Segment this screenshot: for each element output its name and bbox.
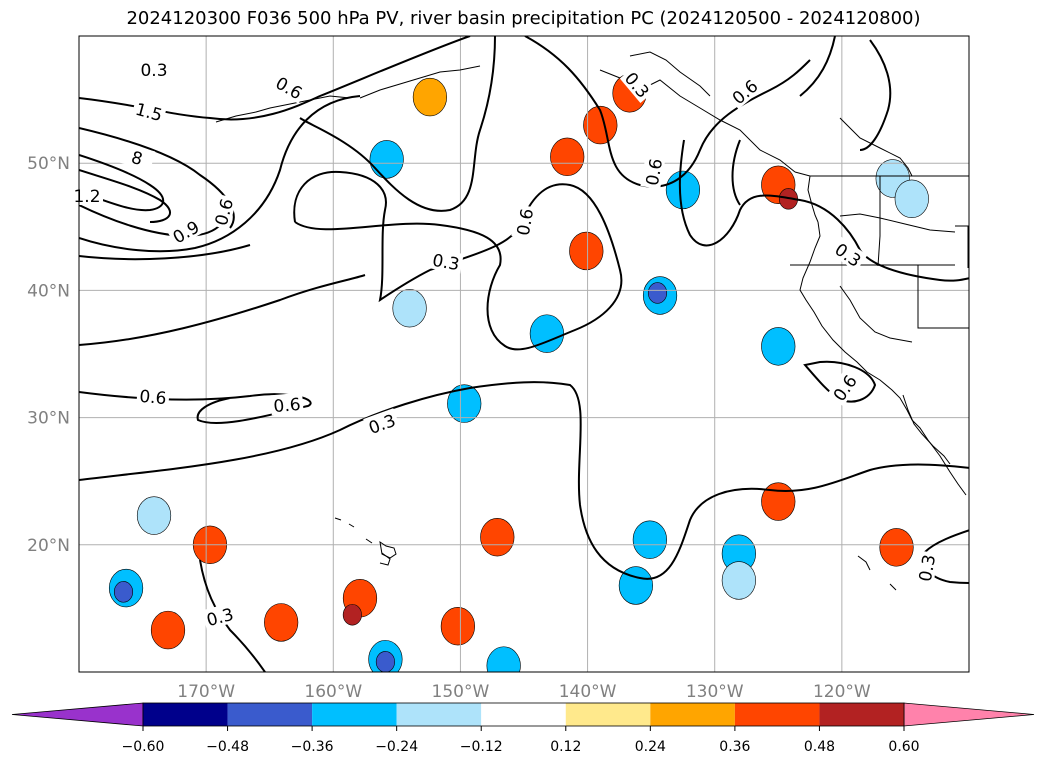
- precip-blob-34: [761, 482, 796, 521]
- precip-blob-10: [569, 231, 604, 271]
- precip-blob-15: [447, 384, 482, 423]
- map-gridlines: [79, 36, 969, 672]
- pv-contour-label: 0.6: [514, 207, 538, 237]
- precip-blob-31: [618, 566, 653, 605]
- colorbar-tick-label: 0.24: [635, 739, 666, 755]
- x-tick-label: 120°W: [813, 682, 871, 702]
- colorbar-tick-label: −0.24: [375, 739, 418, 755]
- colorbar-tick-label: 0.12: [550, 739, 581, 755]
- colorbar-segment: [565, 703, 651, 726]
- precip-blob-3: [550, 137, 585, 177]
- precip-blob-14: [761, 327, 796, 366]
- colorbar-tick-label: −0.60: [122, 739, 165, 755]
- colorbar-segment: [227, 703, 313, 726]
- precip-blob-17: [136, 496, 172, 535]
- precip-blob-16: [392, 289, 427, 328]
- x-axis-tick-labels: 170°W 160°W 150°W 140°W 130°W 120°W: [177, 682, 871, 702]
- precip-blob-22: [150, 610, 186, 650]
- pv-contours: [79, 36, 969, 672]
- plot-frame: [78, 35, 970, 673]
- pv-contour-label: 0.3: [831, 240, 865, 272]
- colorbar-segment: [819, 703, 904, 726]
- colorbar-tick-label: 0.60: [888, 739, 919, 755]
- precip-blob-12: [647, 282, 668, 304]
- x-tick-label: 140°W: [559, 682, 617, 702]
- precip-blob-29: [440, 607, 475, 646]
- precip-blob-9: [894, 179, 929, 219]
- y-tick-label: 40°N: [27, 281, 70, 301]
- colorbar-segment: [396, 703, 482, 726]
- x-tick-label: 170°W: [177, 682, 235, 702]
- precip-blob-0: [369, 140, 404, 179]
- precip-blob-2: [583, 105, 618, 145]
- precip-pc-blobs: [108, 74, 929, 672]
- chart-title: 2024120300 F036 500 hPa PV, river basin …: [126, 8, 921, 29]
- precip-blob-25: [342, 604, 362, 626]
- pv-contour-label: 0.6: [273, 395, 302, 417]
- pv-contour-label: 8: [129, 148, 145, 170]
- colorbar: −0.60 −0.48 −0.36 −0.24 −0.12 0.12 0.24 0.36 0.4…: [11, 702, 1035, 755]
- colorbar-segment: [650, 703, 735, 726]
- colorbar-tick-label: 0.36: [719, 739, 750, 755]
- y-tick-label: 30°N: [27, 409, 70, 429]
- pv-contour-label: 0.6: [643, 157, 667, 187]
- colorbar-tick-label: −0.48: [206, 739, 249, 755]
- y-tick-label: 20°N: [27, 536, 70, 556]
- precip-blob-19: [113, 581, 134, 603]
- coastlines: [215, 51, 969, 591]
- pv-contour-label: 0.3: [140, 61, 167, 81]
- colorbar-segment: [734, 703, 820, 726]
- colorbar-segment: [312, 703, 397, 726]
- pv-contour-label: 0.6: [139, 387, 168, 409]
- colorbar-segment: [143, 703, 228, 726]
- precip-blob-27: [375, 651, 395, 672]
- colorbar-extend-high: [903, 702, 1035, 727]
- precip-blob-1: [412, 77, 448, 117]
- y-axis-tick-labels: 50°N 40°N 30°N 20°N: [27, 154, 70, 556]
- x-tick-label: 160°W: [304, 682, 362, 702]
- x-tick-label: 150°W: [432, 682, 490, 702]
- pv-contour-label: 0.3: [916, 553, 940, 583]
- x-tick-label: 130°W: [686, 682, 744, 702]
- pv-contour-label: 0.3: [431, 251, 461, 275]
- pv-contour-label: 1.2: [73, 187, 100, 207]
- precip-blob-28: [486, 646, 521, 672]
- colorbar-tick-label: 0.48: [804, 739, 835, 755]
- colorbar-tick-label: −0.36: [291, 739, 334, 755]
- precip-blob-23: [264, 603, 299, 642]
- precip-blob-33: [721, 561, 756, 600]
- pv-contour-label: 0.6: [729, 76, 763, 109]
- colorbar-segment: [481, 703, 566, 726]
- precip-blob-21: [480, 517, 515, 557]
- precip-blob-35: [879, 528, 914, 567]
- colorbar-extend-low: [11, 702, 144, 727]
- y-tick-label: 50°N: [27, 154, 70, 174]
- colorbar-tick-label: −0.12: [460, 739, 503, 755]
- precip-blob-30: [632, 520, 667, 559]
